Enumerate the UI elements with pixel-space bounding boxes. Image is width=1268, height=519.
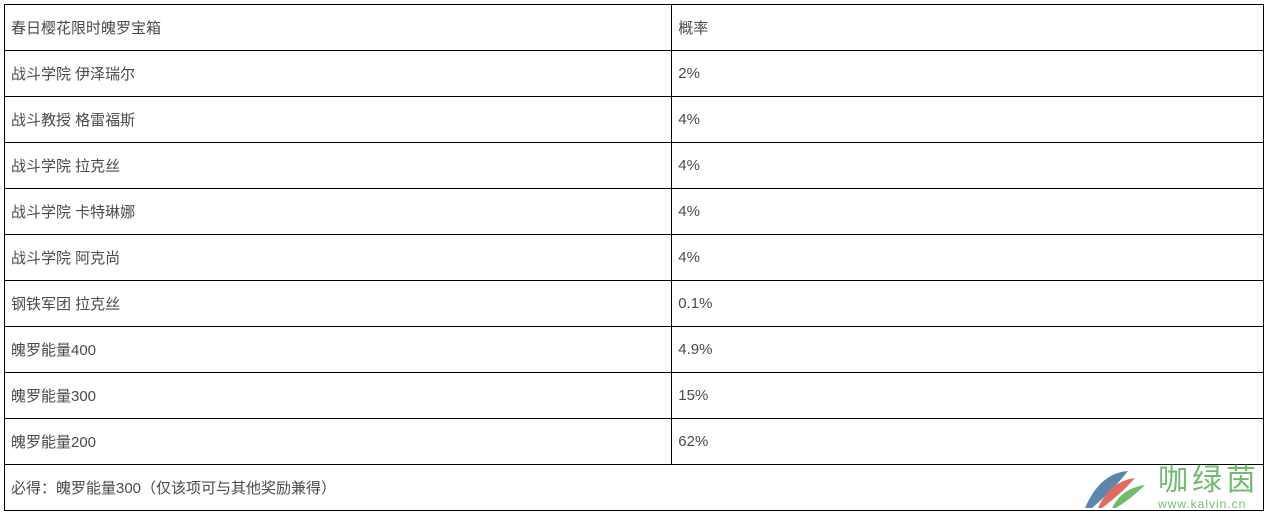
probability-cell: 4.9% bbox=[672, 327, 1264, 373]
probability-cell: 62% bbox=[672, 419, 1264, 465]
probability-cell: 4% bbox=[672, 143, 1264, 189]
probability-cell: 4% bbox=[672, 97, 1264, 143]
footer-note: 必得：魄罗能量300（仅该项可与其他奖励兼得） bbox=[5, 465, 1264, 511]
header-item: 春日樱花限时魄罗宝箱 bbox=[5, 5, 672, 51]
item-cell: 战斗学院 伊泽瑞尔 bbox=[5, 51, 672, 97]
item-cell: 战斗学院 卡特琳娜 bbox=[5, 189, 672, 235]
probability-cell: 2% bbox=[672, 51, 1264, 97]
item-cell: 魄罗能量300 bbox=[5, 373, 672, 419]
table-row: 战斗学院 阿克尚 4% bbox=[5, 235, 1264, 281]
table-row: 战斗教授 格雷福斯 4% bbox=[5, 97, 1264, 143]
table-header-row: 春日樱花限时魄罗宝箱 概率 bbox=[5, 5, 1264, 51]
table-row: 魄罗能量300 15% bbox=[5, 373, 1264, 419]
item-cell: 魄罗能量200 bbox=[5, 419, 672, 465]
table-row: 魄罗能量400 4.9% bbox=[5, 327, 1264, 373]
table-footer-row: 必得：魄罗能量300（仅该项可与其他奖励兼得） bbox=[5, 465, 1264, 511]
table-body: 春日樱花限时魄罗宝箱 概率 战斗学院 伊泽瑞尔 2% 战斗教授 格雷福斯 4% … bbox=[5, 5, 1264, 511]
item-cell: 钢铁军团 拉克丝 bbox=[5, 281, 672, 327]
table-row: 战斗学院 伊泽瑞尔 2% bbox=[5, 51, 1264, 97]
item-cell: 战斗教授 格雷福斯 bbox=[5, 97, 672, 143]
header-probability: 概率 bbox=[672, 5, 1264, 51]
probability-cell: 15% bbox=[672, 373, 1264, 419]
table-row: 魄罗能量200 62% bbox=[5, 419, 1264, 465]
table-row: 钢铁军团 拉克丝 0.1% bbox=[5, 281, 1264, 327]
probability-table: 春日樱花限时魄罗宝箱 概率 战斗学院 伊泽瑞尔 2% 战斗教授 格雷福斯 4% … bbox=[4, 4, 1264, 511]
item-cell: 魄罗能量400 bbox=[5, 327, 672, 373]
table-row: 战斗学院 卡特琳娜 4% bbox=[5, 189, 1264, 235]
item-cell: 战斗学院 拉克丝 bbox=[5, 143, 672, 189]
probability-cell: 4% bbox=[672, 235, 1264, 281]
table-row: 战斗学院 拉克丝 4% bbox=[5, 143, 1264, 189]
probability-cell: 4% bbox=[672, 189, 1264, 235]
item-cell: 战斗学院 阿克尚 bbox=[5, 235, 672, 281]
probability-cell: 0.1% bbox=[672, 281, 1264, 327]
